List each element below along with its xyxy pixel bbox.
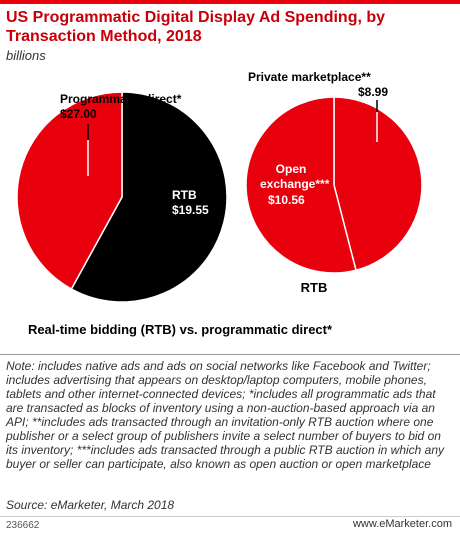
note: Note: includes native ads and ads on soc…: [6, 359, 445, 471]
slice-value: $19.55: [172, 203, 209, 217]
pie-title: Real-time bidding (RTB) vs. programmatic…: [27, 322, 333, 337]
title: US Programmatic Digital Display Ad Spend…: [6, 9, 386, 45]
slice-value: $10.56: [268, 193, 305, 207]
subtitle: billions: [6, 48, 46, 63]
slice-label: Private marketplace**: [248, 70, 371, 84]
slice-value: $27.00: [60, 107, 97, 121]
slice-label: RTB: [172, 188, 197, 202]
pie-slice: [70, 91, 228, 303]
pie-title: RTB: [300, 280, 328, 295]
pies: [16, 91, 423, 303]
logo: www.eMarketer.com: [352, 518, 452, 530]
top-bar: [0, 0, 460, 4]
divider: [0, 516, 460, 517]
divider: [0, 354, 460, 355]
slice-label: Programmatic direct*: [60, 92, 182, 106]
source: Source: eMarketer, March 2018: [6, 498, 175, 512]
pie-slice: [16, 91, 123, 291]
pie-slice: [245, 96, 357, 274]
chart-id: 236662: [6, 520, 40, 531]
pie-slice: [333, 96, 423, 272]
slice-value: $8.99: [358, 85, 389, 99]
slice-label: Open exchange***: [260, 162, 330, 191]
